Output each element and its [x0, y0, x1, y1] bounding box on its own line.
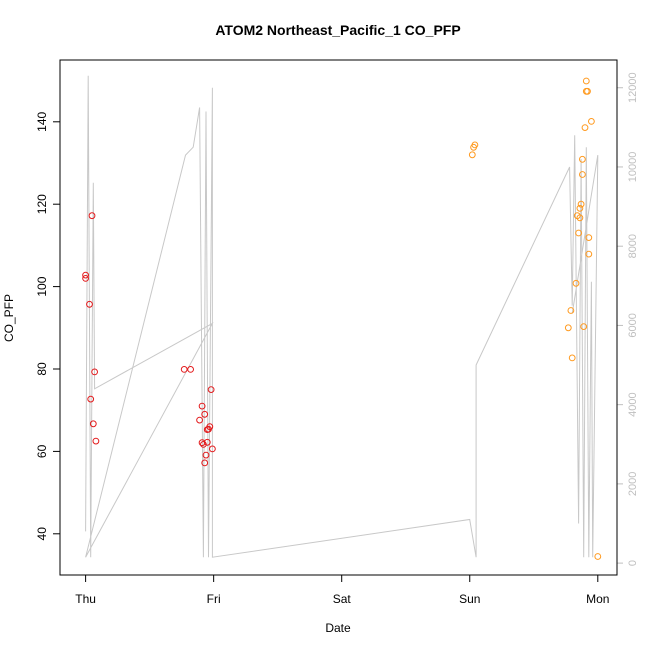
data-point-s1-5 — [568, 354, 576, 362]
data-point-s0-6 — [91, 368, 98, 376]
data-point-s1-11 — [577, 200, 585, 208]
data-point-s0-10 — [196, 416, 204, 424]
altitude-line-layer — [85, 75, 599, 558]
data-point-s0-12 — [198, 439, 206, 447]
data-point-s1-8 — [575, 229, 582, 237]
y2-tick-label-6: 12000 — [627, 72, 639, 103]
data-point-s0-16 — [202, 451, 210, 459]
y2-tick-label-1: 2000 — [627, 472, 639, 496]
y2-tick-label-2: 4000 — [627, 392, 639, 416]
data-point-s0-3 — [87, 395, 95, 403]
y-axis-label: CO_PFP — [2, 294, 16, 342]
plot-frame — [59, 59, 618, 576]
y-tick-label-1: 60 — [35, 444, 49, 458]
data-point-s0-13 — [200, 441, 207, 448]
data-point-s0-15 — [201, 459, 209, 467]
data-point-s1-13 — [579, 171, 586, 178]
data-point-s1-15 — [581, 124, 589, 131]
y2-tick-label-5: 10000 — [627, 152, 639, 183]
data-point-s1-21 — [588, 118, 595, 125]
altitude-line — [85, 75, 599, 558]
x-tick-label-1: Fri — [207, 592, 221, 606]
data-point-s1-4 — [567, 307, 575, 314]
data-point-s0-2 — [86, 300, 93, 308]
data-point-s0-5 — [89, 420, 97, 428]
chart-title: ATOM2 Northeast_Pacific_1 CO_PFP — [215, 22, 460, 38]
y-tick-label-5: 140 — [35, 111, 49, 131]
data-point-s0-21 — [207, 386, 215, 394]
data-point-s1-6 — [572, 279, 580, 287]
data-point-s1-22 — [594, 553, 602, 560]
data-point-s0-1 — [82, 275, 89, 282]
y-tick-label-4: 120 — [35, 194, 49, 214]
data-point-s0-11 — [198, 402, 206, 410]
data-point-s0-18 — [203, 438, 211, 446]
y-tick-label-0: 40 — [35, 527, 49, 541]
x-tick-label-2: Sat — [333, 592, 352, 606]
data-point-s0-22 — [209, 445, 216, 453]
y2-tick-label-3: 6000 — [627, 313, 639, 337]
data-point-s1-2 — [471, 141, 479, 149]
data-point-s0-14 — [201, 410, 209, 418]
data-point-s1-17 — [582, 77, 590, 85]
data-point-s0-4 — [88, 212, 96, 220]
x-tick-label-4: Mon — [586, 592, 609, 606]
x-tick-label-0: Thu — [75, 592, 96, 606]
data-point-s1-14 — [580, 323, 588, 331]
data-point-s1-18 — [584, 87, 591, 95]
data-point-s1-20 — [585, 250, 593, 258]
data-point-s0-8 — [180, 366, 188, 373]
data-point-s0-7 — [92, 437, 100, 445]
data-point-s1-0 — [468, 151, 476, 159]
y2-tick-label-0: 0 — [627, 560, 639, 566]
y-tick-label-2: 80 — [35, 362, 49, 376]
y2-tick-label-4: 8000 — [627, 234, 639, 258]
data-point-s1-12 — [579, 155, 586, 163]
y-tick-label-3: 100 — [35, 276, 49, 296]
data-point-s1-19 — [585, 234, 593, 242]
data-point-s1-9 — [576, 214, 584, 222]
data-point-s0-20 — [206, 423, 214, 431]
x-tick-label-3: Sun — [459, 592, 480, 606]
data-point-s0-9 — [187, 366, 195, 373]
data-point-s1-3 — [564, 324, 572, 332]
axes-layer: Thu Fri Sat Sun Mon 40 60 80 100 120 140 0 2000 4000 6… — [35, 72, 639, 606]
x-axis-label: Date — [325, 621, 351, 635]
data-point-s0-0 — [82, 271, 89, 279]
data-points-layer — [82, 77, 602, 560]
data-point-s1-10 — [576, 204, 584, 212]
